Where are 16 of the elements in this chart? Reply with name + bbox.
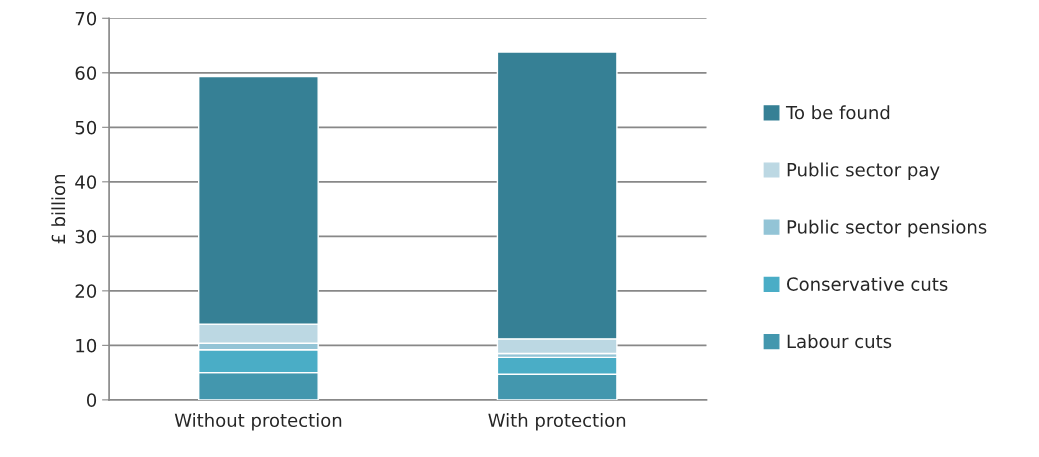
x-tick-label: With protection: [488, 413, 626, 431]
y-tick-label: 70: [75, 11, 97, 26]
y-tick-label: 20: [75, 284, 97, 298]
y-tick-label: 40: [75, 175, 97, 189]
legend-label: Labour cuts: [787, 334, 892, 349]
y-tick-label: 60: [75, 66, 97, 80]
legend-label: Public sector pay: [787, 162, 940, 181]
legend-label: Public sector pensions: [787, 219, 987, 238]
y-axis-title: £ billion: [51, 174, 66, 244]
y-tick-label: 10: [76, 338, 97, 353]
legend-label: Conservative cuts: [787, 276, 948, 291]
legend-label: To be found: [785, 105, 890, 120]
y-tick-label: 0: [86, 393, 97, 407]
y-tick-label: 30: [75, 229, 97, 244]
x-tick-label: Without protection: [174, 413, 342, 431]
y-tick-label: 50: [75, 120, 97, 135]
